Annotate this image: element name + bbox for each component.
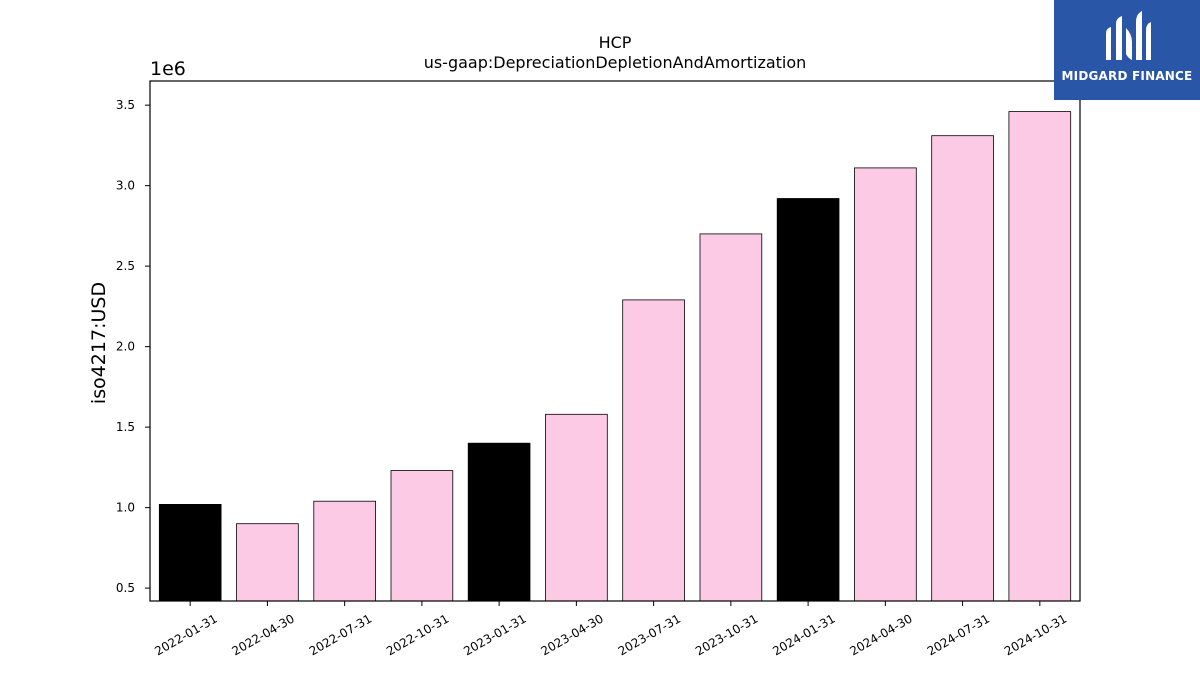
x-tick-label: 2023-10-31 — [693, 611, 760, 658]
chart-title: HCP — [599, 33, 632, 52]
x-tick-label: 2022-01-31 — [152, 611, 219, 658]
x-tick-label: 2024-10-31 — [1002, 611, 1069, 658]
plot-frame — [149, 80, 1081, 602]
y-tick-label: 2.0 — [116, 340, 135, 354]
logo-text: MIDGARD FINANCE — [1061, 69, 1193, 83]
bar-2024-04-30 — [854, 167, 917, 602]
bar-2023-07-31 — [622, 299, 685, 602]
bar-2024-10-31 — [1008, 111, 1072, 602]
y-axis-label: iso4217:USD — [88, 282, 110, 404]
logo-mark-icon — [1106, 11, 1151, 60]
y-tick-label: 3.5 — [116, 98, 135, 112]
x-axis-ticks: 2022-01-31 2022-04-30 2022-07-31 2022-10-31… — [152, 601, 1069, 658]
bar-2023-10-31 — [699, 233, 763, 602]
x-tick-label: 2024-07-31 — [925, 611, 992, 658]
x-tick-label: 2023-04-30 — [538, 611, 605, 658]
chart-subtitle: us-gaap:DepreciationDepletionAndAmortiza… — [424, 53, 807, 72]
x-tick-label: 2024-01-31 — [770, 611, 837, 658]
y-axis-ticks: 0.5 1.0 1.5 2.0 2.5 3.0 3.5 — [116, 98, 150, 595]
x-tick-label: 2023-01-31 — [461, 611, 528, 658]
y-tick-label: 1.0 — [116, 501, 135, 515]
y-tick-label: 0.5 — [116, 581, 135, 595]
y-tick-label: 2.5 — [116, 259, 135, 273]
y-tick-label: 3.0 — [116, 179, 135, 193]
x-tick-label: 2022-07-31 — [307, 611, 374, 658]
y-tick-label: 1.5 — [116, 420, 135, 434]
bar-2023-04-30 — [545, 413, 608, 602]
x-tick-label: 2023-07-31 — [616, 611, 683, 658]
bar-2024-01-31 — [776, 198, 840, 602]
bars-group — [158, 111, 1072, 602]
bar-2022-01-31 — [158, 503, 222, 602]
x-tick-label: 2024-04-30 — [847, 611, 914, 658]
x-tick-label: 2022-10-31 — [384, 611, 451, 658]
bar-2022-10-31 — [390, 470, 454, 602]
bar-2022-07-31 — [313, 500, 376, 602]
bar-2023-01-31 — [467, 442, 531, 602]
x-tick-label: 2022-04-30 — [229, 611, 296, 658]
bar-2024-07-31 — [931, 135, 994, 602]
bar-2022-04-30 — [236, 523, 299, 602]
y-scale-label: 1e6 — [150, 58, 186, 80]
midgard-finance-logo: MIDGARD FINANCE — [1054, 0, 1200, 100]
